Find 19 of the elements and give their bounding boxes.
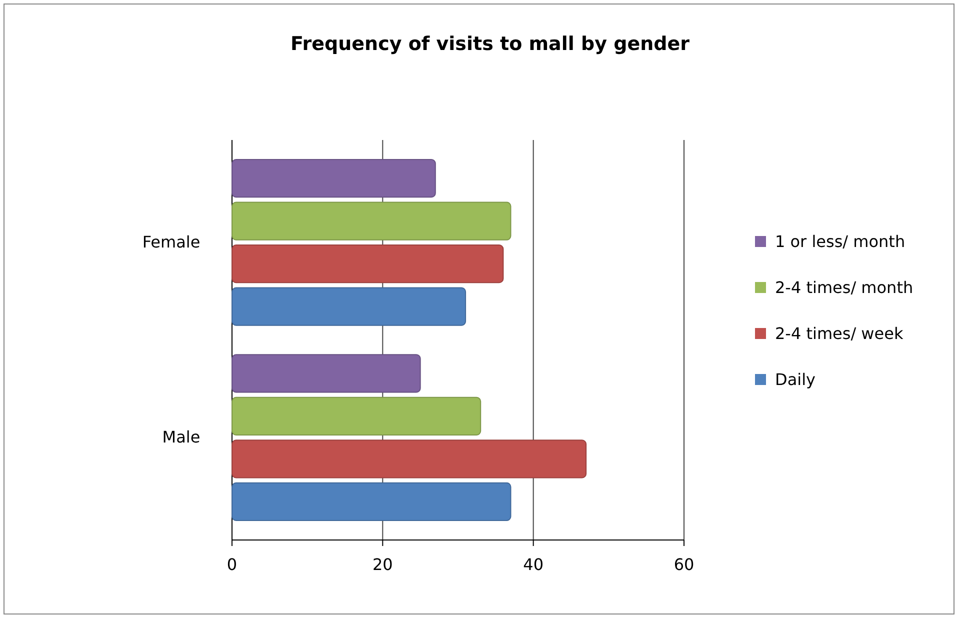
bar [232,440,587,478]
bar [232,159,436,198]
bar [232,396,482,436]
bar [232,482,512,521]
bar [232,244,504,284]
x-tick-label: 60 [674,554,694,574]
bar [232,202,512,240]
legend-label: 2-4 times/ week [775,324,904,343]
x-tick-label: 40 [523,554,544,574]
legend-label: 2-4 times/ month [775,278,914,297]
chart-title: Frequency of visits to mall by gender [290,33,690,55]
bar [232,287,466,326]
legend-label: Daily [775,370,816,389]
bar [232,354,421,393]
y-tick-label: Male [162,428,200,447]
legend-label: 1 or less/ month [775,232,906,251]
y-tick-label: Female [142,232,200,252]
x-tick-label: 20 [372,554,393,574]
x-tick-label: 0 [226,554,238,574]
